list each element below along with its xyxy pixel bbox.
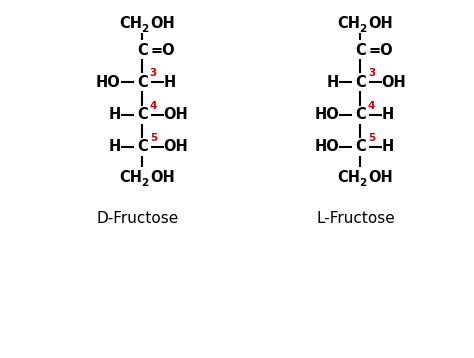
Text: C: C <box>355 107 365 122</box>
Text: OH: OH <box>164 107 188 122</box>
Text: H: H <box>327 75 339 90</box>
Text: 3: 3 <box>368 68 375 78</box>
Text: L-Fructose: L-Fructose <box>316 211 395 226</box>
Text: CH: CH <box>337 16 360 31</box>
Text: C: C <box>137 139 147 154</box>
Text: H: H <box>382 107 394 122</box>
Text: H: H <box>109 107 121 122</box>
Text: OH: OH <box>368 16 393 31</box>
Text: CH: CH <box>119 16 142 31</box>
Text: C: C <box>137 43 147 58</box>
Text: H: H <box>382 139 394 154</box>
Text: OH: OH <box>368 170 393 185</box>
Text: 5: 5 <box>150 133 157 143</box>
Text: C: C <box>355 139 365 154</box>
Text: HO: HO <box>314 107 339 122</box>
Text: 2: 2 <box>141 24 148 34</box>
Text: =O: =O <box>150 43 175 58</box>
Text: OH: OH <box>164 139 188 154</box>
Text: 2: 2 <box>359 24 366 34</box>
Text: C: C <box>355 43 365 58</box>
Text: 5: 5 <box>368 133 375 143</box>
Text: C: C <box>137 75 147 90</box>
Text: 4: 4 <box>150 101 157 111</box>
Text: CH: CH <box>337 170 360 185</box>
Text: 3: 3 <box>150 68 157 78</box>
Text: C: C <box>137 107 147 122</box>
Text: OH: OH <box>382 75 406 90</box>
Text: OH: OH <box>150 170 175 185</box>
Text: H: H <box>109 139 121 154</box>
Text: 4: 4 <box>368 101 375 111</box>
Text: =O: =O <box>368 43 393 58</box>
Text: HO: HO <box>96 75 121 90</box>
Text: H: H <box>164 75 176 90</box>
Text: HO: HO <box>314 139 339 154</box>
Text: D-Fructose: D-Fructose <box>96 211 179 226</box>
Text: 2: 2 <box>359 178 366 188</box>
Text: C: C <box>355 75 365 90</box>
Text: 2: 2 <box>141 178 148 188</box>
Text: OH: OH <box>150 16 175 31</box>
Text: CH: CH <box>119 170 142 185</box>
